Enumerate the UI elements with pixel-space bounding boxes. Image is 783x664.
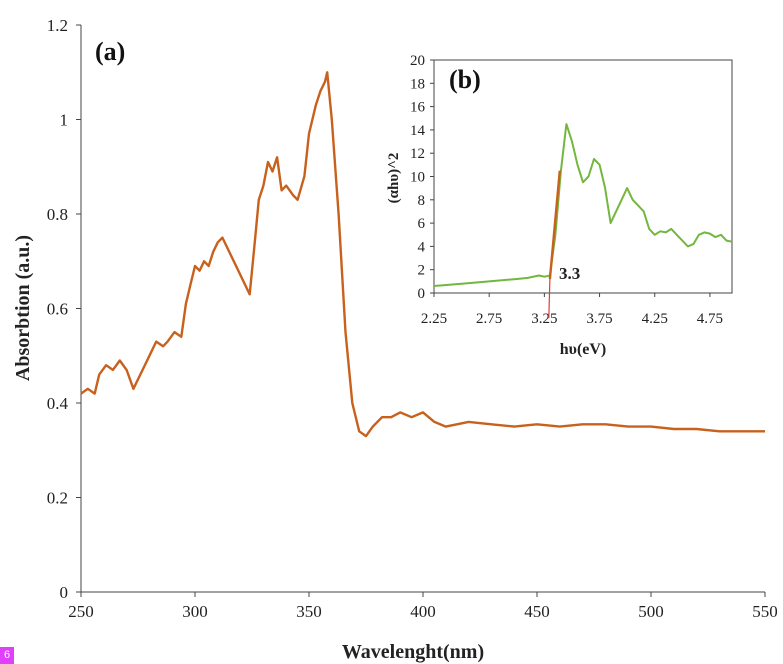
main-y-tick-label: 0.2 (47, 489, 68, 508)
corner-badge: 6 (0, 647, 14, 664)
inset-y-tick-label: 14 (410, 123, 426, 139)
main-x-axis-label: Wavelenght(nm) (342, 641, 484, 663)
inset-y-tick-label: 16 (410, 100, 426, 116)
main-y-tick-label: 1 (60, 111, 69, 130)
inset-y-tick-label: 18 (410, 76, 425, 92)
inset-tauc-curve (433, 123, 733, 287)
main-absorption-line (80, 71, 765, 438)
main-plot: 250 300 350 400 450 500 550 00.20.40.60.811.2 … (12, 16, 778, 663)
inset-x-axis-label: hυ(eV) (560, 341, 607, 358)
main-x-tick-label: 450 (524, 602, 550, 621)
panel-label-a: (a) (95, 37, 125, 66)
main-x-tick-label: 350 (296, 602, 322, 621)
inset-x-tick-label: 3.75 (586, 311, 612, 327)
inset-y-tick-label: 12 (410, 146, 425, 162)
inset-x-tick-label: 3.25 (531, 311, 557, 327)
inset-y-tick-label: 20 (410, 53, 425, 69)
main-y-tick-label: 1.2 (47, 16, 68, 35)
inset-y-tick-label: 2 (418, 263, 426, 279)
main-y-tick-label: 0 (60, 583, 69, 602)
main-x-tick-label: 250 (68, 602, 94, 621)
inset-y-tick-label: 4 (418, 239, 426, 255)
inset-plot: 2.25 2.75 3.25 3.75 4.25 4.75 0 2 4 6 8 10 12 14 16 18… (386, 53, 733, 358)
inset-x-tick-label: 4.25 (642, 311, 668, 327)
inset-x-tick-label: 2.25 (421, 311, 447, 327)
inset-tangent-line (548, 170, 561, 280)
main-x-tick-label: 300 (182, 602, 208, 621)
inset-y-tick-label: 10 (410, 170, 425, 186)
inset-x-tick-label: 4.75 (697, 311, 723, 327)
main-x-tick-label: 400 (410, 602, 436, 621)
main-x-tick-label: 500 (638, 602, 664, 621)
panel-label-b: (b) (449, 65, 481, 94)
band-gap-annotation: 3.3 (559, 264, 580, 283)
inset-frame (433, 59, 733, 294)
main-y-axis-label: Absorbtion (a.u.) (12, 235, 34, 381)
main-x-tick-label: 550 (752, 602, 778, 621)
inset-y-tick-label: 8 (418, 193, 426, 209)
inset-y-axis-label: (αhυ)^2 (386, 153, 402, 204)
main-y-tick-label: 0.6 (47, 300, 68, 319)
inset-y-tick-label: 6 (418, 216, 426, 232)
inset-x-tick-label: 2.75 (476, 311, 502, 327)
main-y-tick-label: 0.8 (47, 205, 68, 224)
inset-y-tick-label: 0 (418, 286, 426, 302)
main-y-tick-label: 0.4 (47, 394, 69, 413)
inset-intercept-marker (548, 278, 551, 319)
